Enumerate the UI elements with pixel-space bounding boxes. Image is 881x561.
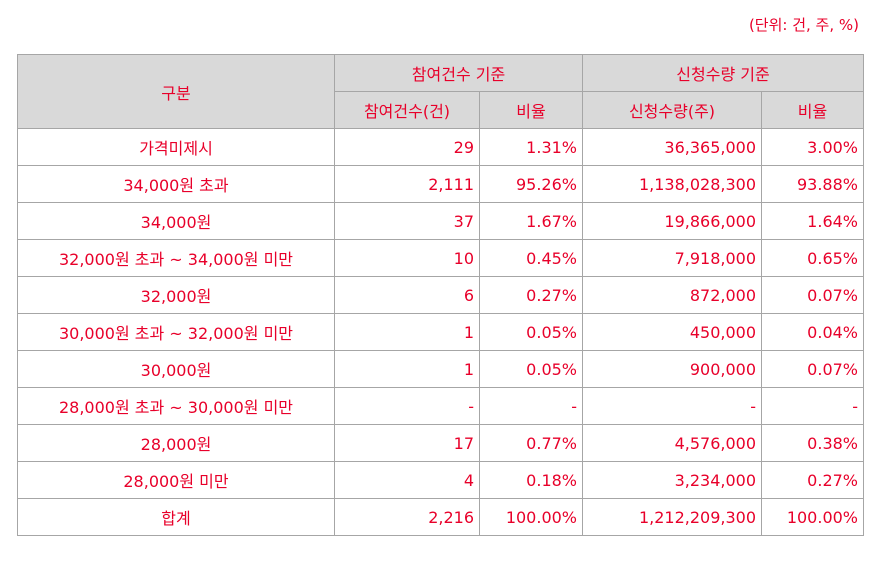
- table-row: 합계 2,216 100.00% 1,212,209,300 100.00%: [17, 498, 864, 536]
- participation-ratio-cell: 0.27%: [479, 276, 583, 314]
- quantity-cell: 1,212,209,300: [582, 498, 762, 536]
- participation-ratio-cell: 0.45%: [479, 239, 583, 277]
- quantity-cell: 450,000: [582, 313, 762, 351]
- header-participation-group: 참여건수 기준: [334, 54, 583, 92]
- row-label: 34,000원 초과: [17, 165, 335, 203]
- quantity-cell: 36,365,000: [582, 128, 762, 166]
- participation-count-cell: 1: [334, 313, 480, 351]
- row-label: 28,000원 초과 ~ 30,000원 미만: [17, 387, 335, 425]
- table-row: 가격미제시 29 1.31% 36,365,000 3.00%: [17, 128, 864, 166]
- quantity-cell: 1,138,028,300: [582, 165, 762, 203]
- quantity-cell: 872,000: [582, 276, 762, 314]
- quantity-ratio-cell: 1.64%: [761, 202, 864, 240]
- quantity-ratio-cell: 93.88%: [761, 165, 864, 203]
- table-row: 32,000원 초과 ~ 34,000원 미만 10 0.45% 7,918,000 0…: [17, 239, 864, 277]
- participation-count-cell: 2,111: [334, 165, 480, 203]
- participation-ratio-cell: 0.18%: [479, 461, 583, 499]
- demand-forecast-table: 구분 참여건수 기준 신청수량 기준 참여건수(건) 비율 신청수량(주) 비율…: [17, 54, 864, 536]
- participation-ratio-cell: 0.05%: [479, 313, 583, 351]
- quantity-ratio-cell: 100.00%: [761, 498, 864, 536]
- header-quantity-ratio: 비율: [761, 91, 864, 129]
- row-label: 30,000원: [17, 350, 335, 388]
- participation-ratio-cell: 0.77%: [479, 424, 583, 462]
- quantity-cell: 3,234,000: [582, 461, 762, 499]
- header-category: 구분: [17, 54, 335, 129]
- participation-count-cell: 4: [334, 461, 480, 499]
- quantity-cell: 4,576,000: [582, 424, 762, 462]
- table-row: 30,000원 1 0.05% 900,000 0.07%: [17, 350, 864, 388]
- quantity-cell: 900,000: [582, 350, 762, 388]
- quantity-ratio-cell: 0.27%: [761, 461, 864, 499]
- table-row: 34,000원 37 1.67% 19,866,000 1.64%: [17, 202, 864, 240]
- quantity-ratio-cell: 0.07%: [761, 350, 864, 388]
- header-row-top: 구분 참여건수 기준 신청수량 기준: [17, 54, 864, 129]
- participation-count-cell: -: [334, 387, 480, 425]
- participation-ratio-cell: 1.67%: [479, 202, 583, 240]
- header-participation-count: 참여건수(건): [334, 91, 480, 129]
- row-label: 30,000원 초과 ~ 32,000원 미만: [17, 313, 335, 351]
- header-row-sub: 참여건수(건) 비율 신청수량(주) 비율: [18, 91, 864, 129]
- table-row: 28,000원 17 0.77% 4,576,000 0.38%: [17, 424, 864, 462]
- table-row: 32,000원 6 0.27% 872,000 0.07%: [17, 276, 864, 314]
- participation-count-cell: 37: [334, 202, 480, 240]
- quantity-ratio-cell: 3.00%: [761, 128, 864, 166]
- participation-count-cell: 29: [334, 128, 480, 166]
- participation-ratio-cell: 95.26%: [479, 165, 583, 203]
- quantity-cell: -: [582, 387, 762, 425]
- row-label: 32,000원 초과 ~ 34,000원 미만: [17, 239, 335, 277]
- participation-count-cell: 2,216: [334, 498, 480, 536]
- quantity-ratio-cell: 0.65%: [761, 239, 864, 277]
- participation-ratio-cell: -: [479, 387, 583, 425]
- table-row: 28,000원 초과 ~ 30,000원 미만 - - - -: [17, 387, 864, 425]
- header-participation-ratio: 비율: [479, 91, 583, 129]
- participation-count-cell: 10: [334, 239, 480, 277]
- participation-ratio-cell: 100.00%: [479, 498, 583, 536]
- table-row: 30,000원 초과 ~ 32,000원 미만 1 0.05% 450,000 0.04…: [17, 313, 864, 351]
- row-label: 합계: [17, 498, 335, 536]
- row-label: 28,000원: [17, 424, 335, 462]
- quantity-ratio-cell: 0.07%: [761, 276, 864, 314]
- participation-count-cell: 1: [334, 350, 480, 388]
- participation-ratio-cell: 1.31%: [479, 128, 583, 166]
- row-label: 28,000원 미만: [17, 461, 335, 499]
- participation-count-cell: 17: [334, 424, 480, 462]
- participation-ratio-cell: 0.05%: [479, 350, 583, 388]
- row-label: 32,000원: [17, 276, 335, 314]
- quantity-ratio-cell: 0.38%: [761, 424, 864, 462]
- quantity-cell: 7,918,000: [582, 239, 762, 277]
- quantity-ratio-cell: -: [761, 387, 864, 425]
- quantity-cell: 19,866,000: [582, 202, 762, 240]
- table-row: 34,000원 초과 2,111 95.26% 1,138,028,300 93.88%: [17, 165, 864, 203]
- unit-note: (단위: 건, 주, %): [748, 16, 859, 34]
- participation-count-cell: 6: [334, 276, 480, 314]
- row-label: 가격미제시: [17, 128, 335, 166]
- row-label: 34,000원: [17, 202, 335, 240]
- header-quantity-group: 신청수량 기준: [582, 54, 864, 92]
- quantity-ratio-cell: 0.04%: [761, 313, 864, 351]
- header-quantity: 신청수량(주): [582, 91, 762, 129]
- table-row: 28,000원 미만 4 0.18% 3,234,000 0.27%: [17, 461, 864, 499]
